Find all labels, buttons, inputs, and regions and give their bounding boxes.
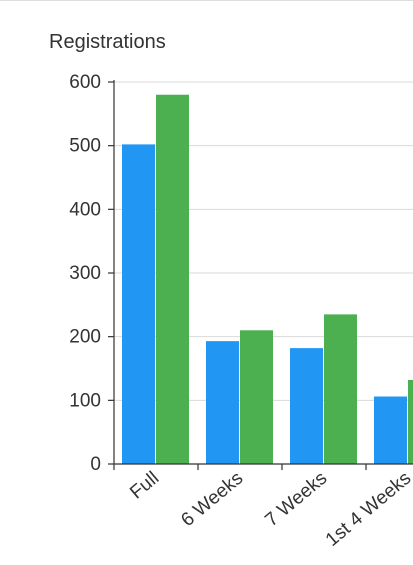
x-tick-label: 7 Weeks [261, 468, 331, 531]
y-tick-label: 300 [69, 263, 101, 284]
y-tick-label: 100 [69, 390, 101, 411]
y-tick-label: 0 [90, 454, 101, 475]
x-tick-label: 1st 4 Weeks [322, 468, 413, 551]
bar [206, 341, 239, 464]
bar [240, 330, 273, 464]
y-axis-label: Registrations [49, 31, 166, 53]
bar [122, 144, 155, 465]
y-tick-label: 400 [69, 199, 101, 220]
bar [324, 314, 357, 464]
bar [374, 396, 407, 464]
bar [156, 94, 189, 464]
x-tick-label: Full [126, 468, 163, 504]
bar [290, 348, 323, 464]
y-tick-label: 500 [69, 136, 101, 157]
bar [408, 379, 413, 464]
x-tick-label: 6 Weeks [177, 468, 247, 531]
y-tick-label: 600 [69, 72, 101, 93]
y-tick-label: 200 [69, 327, 101, 348]
top-border [0, 0, 413, 1]
